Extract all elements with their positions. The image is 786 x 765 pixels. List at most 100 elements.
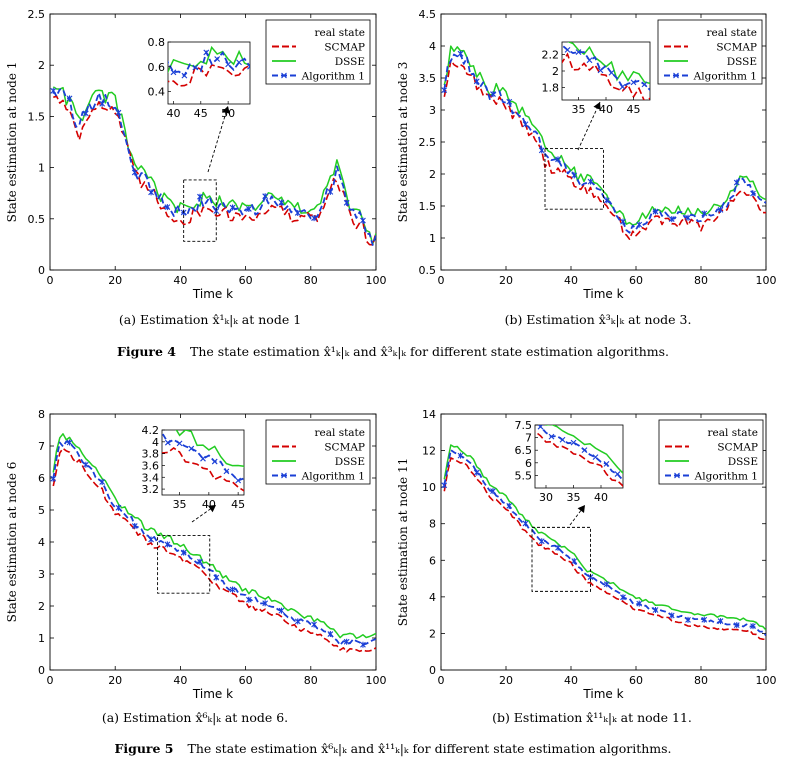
algorithm-1-marker: [115, 504, 122, 511]
algorithm-1-marker: [603, 197, 610, 204]
legend-label: real state: [707, 27, 758, 39]
y-axis-label: State estimation at node 3: [396, 62, 410, 223]
algorithm-1-marker: [148, 536, 154, 543]
legend-box: [658, 419, 764, 485]
inset-x-tick-label: 40: [166, 107, 180, 120]
inset-algorithm-1-marker: [211, 458, 218, 465]
inset-x-tick-label: 35: [173, 498, 187, 511]
inset-frame: [561, 41, 651, 101]
y-tick-label: 8: [429, 518, 436, 531]
algorithm-1-marker: [457, 50, 464, 57]
y-tick-label: 2.5: [28, 8, 46, 21]
inset-frame: [167, 41, 251, 105]
inset-y-tick-label: 4.2: [142, 424, 160, 437]
inset-x-tick-label: 30: [539, 491, 553, 504]
algorithm-1-marker: [66, 95, 73, 102]
inset-y-tick-label: 3.6: [142, 459, 160, 472]
algorithm-1-marker: [278, 199, 285, 206]
y-tick-label: 5: [38, 504, 45, 517]
inset-algorithm-1-marker: [223, 468, 230, 475]
inset-algorithm-1-marker: [176, 440, 183, 447]
algorithm-1-marker: [587, 178, 594, 185]
algorithm-1-marker: [294, 618, 301, 625]
algorithm-1-marker: [50, 87, 57, 94]
inset-algorithm-1-marker: [170, 69, 177, 76]
x-tick-label: 40: [564, 274, 578, 287]
algorithm-1-marker: [538, 147, 545, 154]
inset-line-algorithm-1: [162, 431, 244, 482]
x-tick-label: 80: [694, 274, 708, 287]
x-tick-label: 20: [499, 274, 513, 287]
algorithm-1-marker: [294, 209, 301, 216]
algorithm-1-marker: [131, 169, 138, 176]
y-axis-label: State estimation at node 1: [5, 62, 19, 223]
inset-algorithm-1-marker: [641, 81, 648, 88]
figure-4-text: The state estimation x̂¹ₖ|ₖ and x̂³ₖ|ₖ f…: [190, 344, 669, 359]
algorithm-1-marker: [701, 616, 708, 623]
algorithm-1-marker: [164, 541, 171, 548]
inset-algorithm-1-marker: [235, 477, 242, 484]
inset-x-tick-label: 35: [567, 491, 581, 504]
algorithm-1-marker: [343, 199, 350, 206]
algorithm-1-marker: [115, 109, 122, 116]
y-tick-label: 1.5: [28, 110, 46, 123]
y-tick-label: 6: [38, 472, 45, 485]
y-tick-label: 3.5: [419, 72, 437, 85]
series-line-scmap: [52, 447, 376, 653]
inset-y-tick-label: 0.6: [148, 61, 166, 74]
series-line-scmap: [443, 59, 766, 240]
inset-algorithm-1-marker: [548, 433, 555, 440]
y-axis-label: State estimation at node 6: [5, 462, 19, 623]
algorithm-1-marker: [278, 607, 285, 614]
inset-algorithm-1-marker: [575, 49, 582, 55]
inset-y-tick-label: 6.5: [515, 444, 533, 457]
x-tick-label: 60: [239, 274, 253, 287]
algorithm-1-marker: [131, 522, 138, 529]
inset-algorithm-1-marker: [192, 64, 199, 71]
inset-y-tick-label: 7.5: [515, 419, 533, 432]
legend-label: DSSE: [727, 56, 757, 68]
inset-algorithm-1-marker: [597, 67, 604, 74]
inset-y-tick-label: 3.8: [142, 448, 160, 461]
algorithm-1-marker: [750, 623, 756, 630]
y-tick-label: 0: [429, 664, 436, 677]
series-line-algorithm-1: [443, 52, 766, 234]
inset-y-tick-label: 6: [525, 457, 532, 470]
algorithm-1-marker: [441, 482, 448, 489]
zoom-region-box: [157, 535, 211, 594]
series-group: [50, 86, 376, 246]
inset-algorithm-1-marker: [164, 439, 171, 446]
inset-x-tick-label: 50: [221, 107, 235, 120]
zoom-arrow-head: [222, 106, 230, 114]
algorithm-1-marker: [327, 631, 334, 638]
panel-node-1: 0 20 40 60 80 100 0 0.5 1 1.5 2 2.5 Time k State esti…: [5, 8, 387, 301]
algorithm-1-marker: [620, 218, 626, 225]
legend-label: DSSE: [335, 456, 365, 468]
inset-algorithm-1-marker: [570, 439, 577, 446]
legend-marker: [673, 72, 679, 79]
algorithm-1-marker: [733, 179, 740, 186]
y-tick-label: 3: [38, 568, 45, 581]
y-tick-label: 1: [38, 632, 45, 645]
y-tick-label: 2: [429, 168, 436, 181]
legend-label: SCMAP: [716, 42, 757, 54]
x-axis-label: Time k: [192, 687, 233, 701]
y-tick-label: 4: [429, 40, 436, 53]
algorithm-1-marker: [701, 210, 708, 217]
algorithm-1-marker: [490, 488, 496, 495]
x-tick-label: 100: [756, 274, 777, 287]
x-tick-label: 60: [629, 274, 643, 287]
x-tick-label: 100: [756, 674, 777, 687]
algorithm-1-marker: [506, 502, 513, 509]
x-tick-label: 0: [47, 674, 54, 687]
x-tick-label: 40: [173, 674, 187, 687]
inset-series-group: [168, 45, 250, 87]
inset-algorithm-1-marker: [247, 63, 250, 70]
inset-algorithm-1-marker: [581, 447, 588, 454]
algorithm-1-marker: [555, 544, 561, 551]
algorithm-1-marker: [66, 439, 73, 446]
figure-4-caption: Figure 4 The state estimation x̂¹ₖ|ₖ and…: [117, 344, 669, 359]
zoom-region-box: [531, 526, 591, 592]
algorithm-1-marker: [668, 216, 675, 223]
algorithm-1-marker: [668, 612, 675, 619]
